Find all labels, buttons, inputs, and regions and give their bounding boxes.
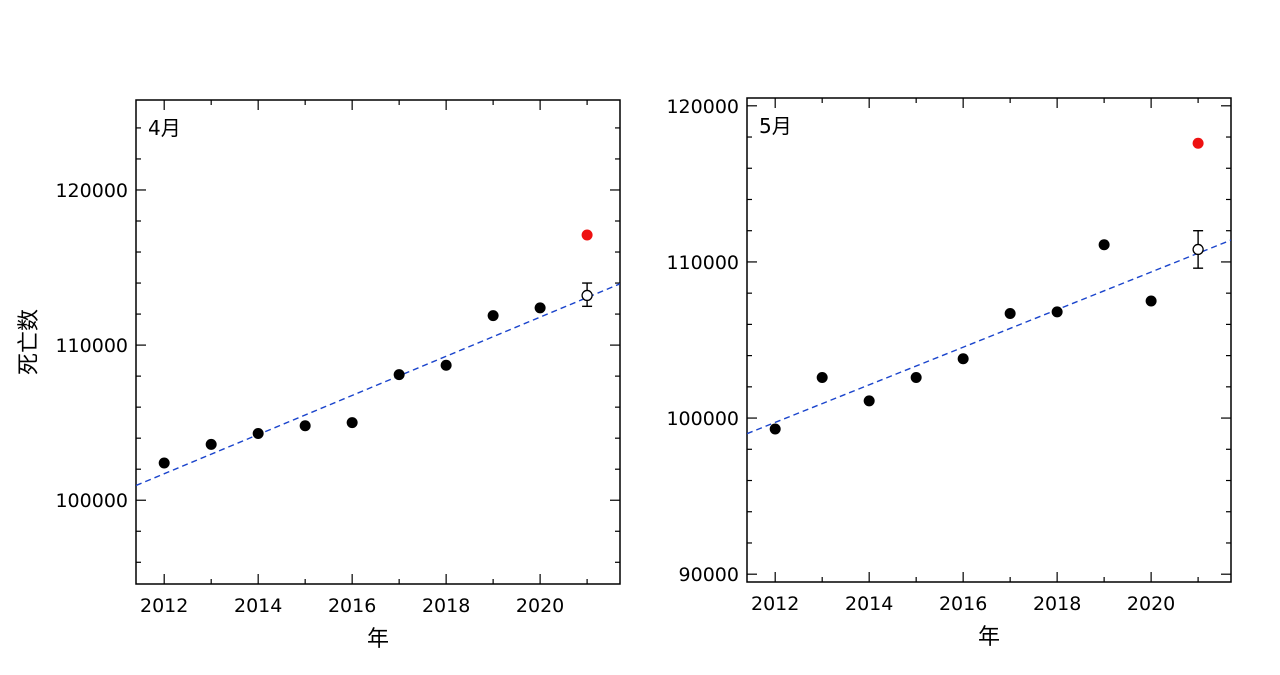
may-panel: 2012 2014 2016 2018 2020 90000 100000 110000 120… <box>666 96 1232 650</box>
x-axis-title: 年 <box>367 627 389 652</box>
x-tick-label: 2018 <box>422 595 470 617</box>
trend-line <box>136 283 620 487</box>
data-point <box>487 310 499 322</box>
data-point <box>205 438 217 450</box>
y-tick-label: 90000 <box>679 564 739 586</box>
data-point <box>158 457 170 469</box>
april-panel: 2012 2014 2016 2018 2020 100000 110000 120000 4月… <box>17 99 621 652</box>
x-tick-label: 2014 <box>845 593 893 615</box>
data-point <box>440 359 452 371</box>
data-point <box>534 302 546 314</box>
data-point <box>393 369 405 381</box>
data-point <box>1051 306 1063 318</box>
x-tick-label: 2020 <box>1127 593 1175 615</box>
predicted-point <box>1192 243 1204 256</box>
may-plot-frame <box>746 97 1232 583</box>
x-tick-label: 2020 <box>516 595 564 617</box>
x-tick-label: 2012 <box>140 595 188 617</box>
panel-title: 4月 <box>148 116 181 140</box>
x-tick-label: 2012 <box>751 593 799 615</box>
y-tick-label: 110000 <box>666 252 739 274</box>
y-axis-title: 死亡数 <box>17 309 42 375</box>
data-point <box>816 371 828 383</box>
april-plot-frame <box>135 99 621 585</box>
x-tick-label: 2016 <box>939 593 987 615</box>
data-point <box>1098 239 1110 251</box>
data-point <box>957 353 969 365</box>
y-tick-label: 120000 <box>55 180 128 202</box>
data-point <box>299 420 311 432</box>
data-point <box>769 423 781 435</box>
x-tick-label: 2018 <box>1033 593 1081 615</box>
highlight-data-point <box>1192 137 1204 149</box>
x-axis-title: 年 <box>978 625 1000 650</box>
data-point <box>252 428 264 440</box>
data-point <box>1145 295 1157 307</box>
y-tick-label: 100000 <box>55 490 128 512</box>
predicted-point <box>581 289 593 302</box>
x-tick-label: 2014 <box>234 595 282 617</box>
data-point <box>1004 307 1016 319</box>
data-point <box>910 371 922 383</box>
data-point <box>346 417 358 429</box>
y-tick-label: 120000 <box>666 96 739 118</box>
data-point <box>863 395 875 407</box>
highlight-data-point <box>581 229 593 241</box>
trend-line <box>747 239 1231 435</box>
panel-title: 5月 <box>759 114 792 138</box>
y-tick-label: 100000 <box>666 408 739 430</box>
x-tick-label: 2016 <box>328 595 376 617</box>
y-tick-label: 110000 <box>55 335 128 357</box>
